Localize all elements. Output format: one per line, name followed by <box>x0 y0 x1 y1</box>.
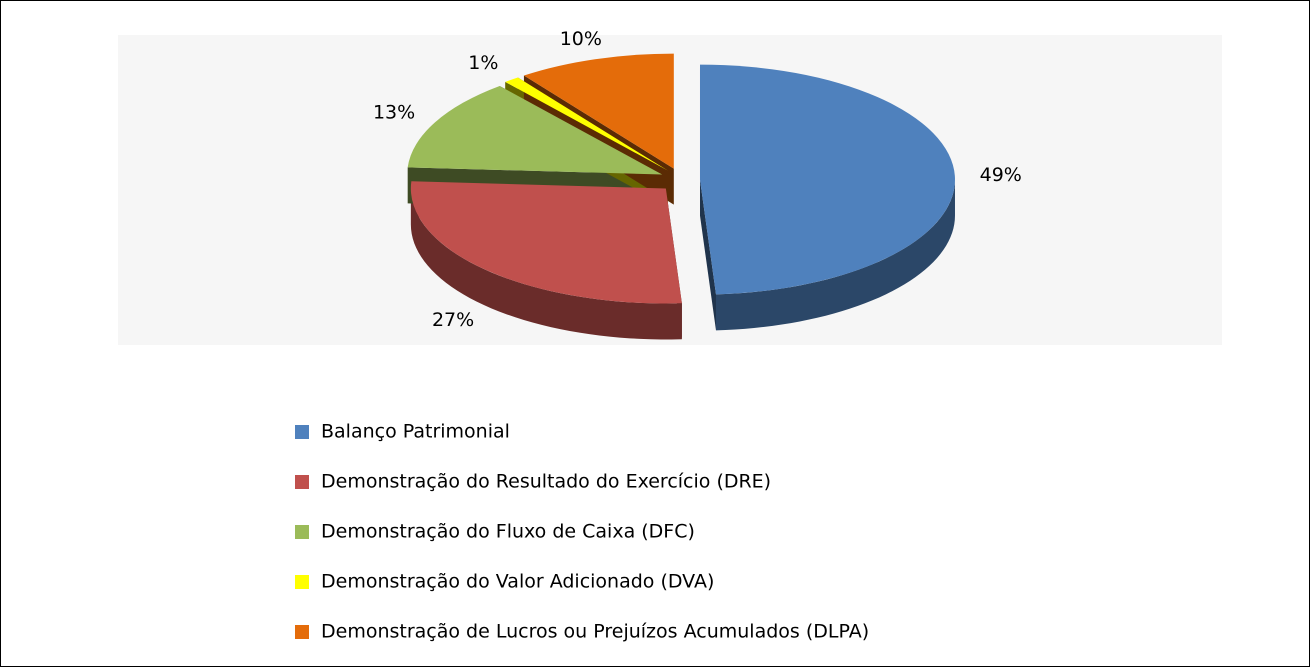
slice-side <box>410 188 682 340</box>
legend-swatch <box>295 575 309 589</box>
pie-slice <box>699 64 955 295</box>
legend-swatch <box>295 625 309 639</box>
data-label: 49% <box>980 164 1022 186</box>
legend-swatch <box>295 475 309 489</box>
legend-label: Demonstração do Fluxo de Caixa (DFC) <box>321 521 695 543</box>
data-label: 13% <box>373 101 415 123</box>
slice-wall <box>699 179 717 331</box>
data-label: 1% <box>468 52 498 74</box>
slice-side <box>716 179 955 331</box>
legend-label: Balanço Patrimonial <box>321 421 510 443</box>
legend-label: Demonstração do Resultado do Exercício (… <box>321 471 771 493</box>
legend-swatch <box>295 425 309 439</box>
legend-label: Demonstração de Lucros ou Prejuízos Acum… <box>321 621 869 643</box>
pie-slice <box>410 181 682 304</box>
data-label: 10% <box>560 28 602 50</box>
legend-label: Demonstração do Valor Adicionado (DVA) <box>321 571 714 593</box>
legend-swatch <box>295 525 309 539</box>
pie-slice <box>505 77 668 171</box>
data-label: 27% <box>432 309 474 331</box>
pie-slice <box>523 53 674 169</box>
pie-slice <box>407 85 663 175</box>
